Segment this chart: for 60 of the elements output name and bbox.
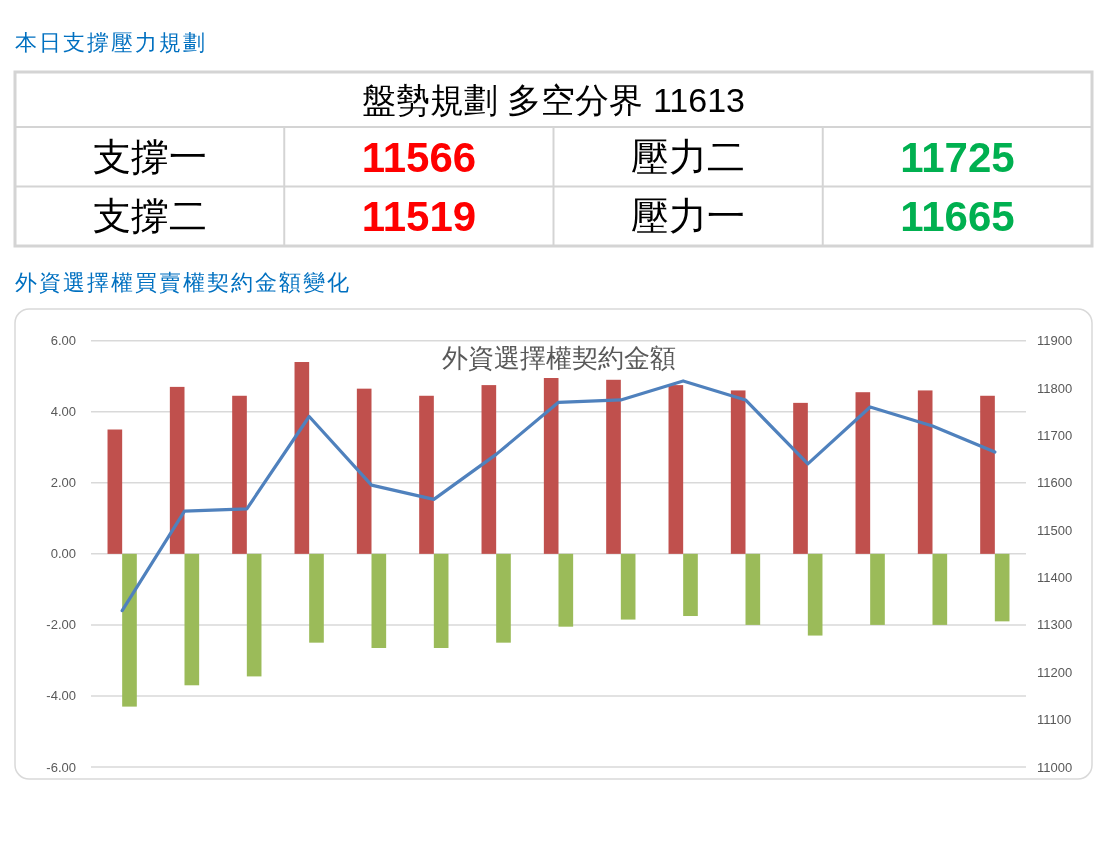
bar — [606, 379, 621, 554]
y2-tick-label: 11300 — [1037, 617, 1073, 633]
bar — [184, 553, 200, 686]
y2-tick-label: 11900 — [1037, 333, 1073, 349]
bar — [107, 429, 123, 554]
bar — [169, 386, 185, 554]
bar — [668, 385, 684, 554]
y2-tick-label: 11800 — [1037, 380, 1073, 396]
bar — [745, 553, 761, 625]
bar — [870, 553, 885, 625]
y2-tick-label: 11500 — [1037, 522, 1073, 538]
text: 盤勢規劃 多空分界 11613 — [362, 80, 745, 119]
bar — [683, 553, 698, 617]
category-label: 壓力二 — [631, 135, 746, 178]
text: 本日支撐壓力規劃 — [15, 30, 207, 55]
bar — [309, 553, 324, 643]
data-label: 11519 — [361, 193, 477, 241]
category-label: 壓力一 — [631, 195, 746, 238]
y-tick-label: -2.00 — [46, 617, 76, 633]
bar — [917, 390, 933, 554]
y-tick-label: 2.00 — [50, 475, 76, 491]
y2-tick-label: 11000 — [1037, 759, 1073, 775]
bar — [793, 402, 808, 554]
chart-title: 外資選擇權買賣權契約金額變化 — [15, 270, 351, 295]
y2-tick-label: 11200 — [1037, 664, 1073, 680]
y-tick-label: -6.00 — [46, 759, 76, 775]
y-tick-label: 0.00 — [50, 546, 76, 562]
bar — [558, 553, 574, 627]
bar — [932, 553, 948, 625]
category-label: 支撐一 — [92, 135, 207, 178]
y2-tick-label: 11100 — [1037, 712, 1072, 728]
bar — [232, 395, 247, 554]
bar — [246, 553, 262, 677]
bar — [730, 390, 746, 554]
y2-tick-label: 11700 — [1037, 427, 1073, 443]
data-label: 11725 — [900, 133, 1015, 181]
bar — [994, 553, 1010, 622]
bar — [496, 553, 511, 643]
data-label: 11566 — [361, 133, 477, 181]
line-series — [120, 379, 997, 613]
bar — [419, 395, 434, 554]
bar — [433, 553, 449, 648]
y2-tick-label: 11600 — [1037, 475, 1073, 491]
bar — [481, 385, 497, 554]
bar — [855, 392, 871, 554]
chart-subtitle: 外資選擇權契約金額 — [441, 343, 676, 373]
bar — [543, 378, 559, 554]
y-tick-label: 4.00 — [50, 404, 76, 420]
bar — [122, 553, 137, 707]
bar — [294, 362, 310, 554]
bar — [371, 553, 387, 648]
bar — [980, 395, 995, 554]
category-label: 支撐二 — [92, 195, 207, 238]
bar — [620, 553, 636, 620]
bar — [807, 553, 823, 636]
y-tick-label: 6.00 — [50, 333, 76, 349]
data-label: 11665 — [900, 193, 1015, 241]
y2-tick-label: 11400 — [1037, 570, 1073, 586]
y-tick-label: -4.00 — [46, 688, 76, 704]
bar — [356, 388, 372, 554]
